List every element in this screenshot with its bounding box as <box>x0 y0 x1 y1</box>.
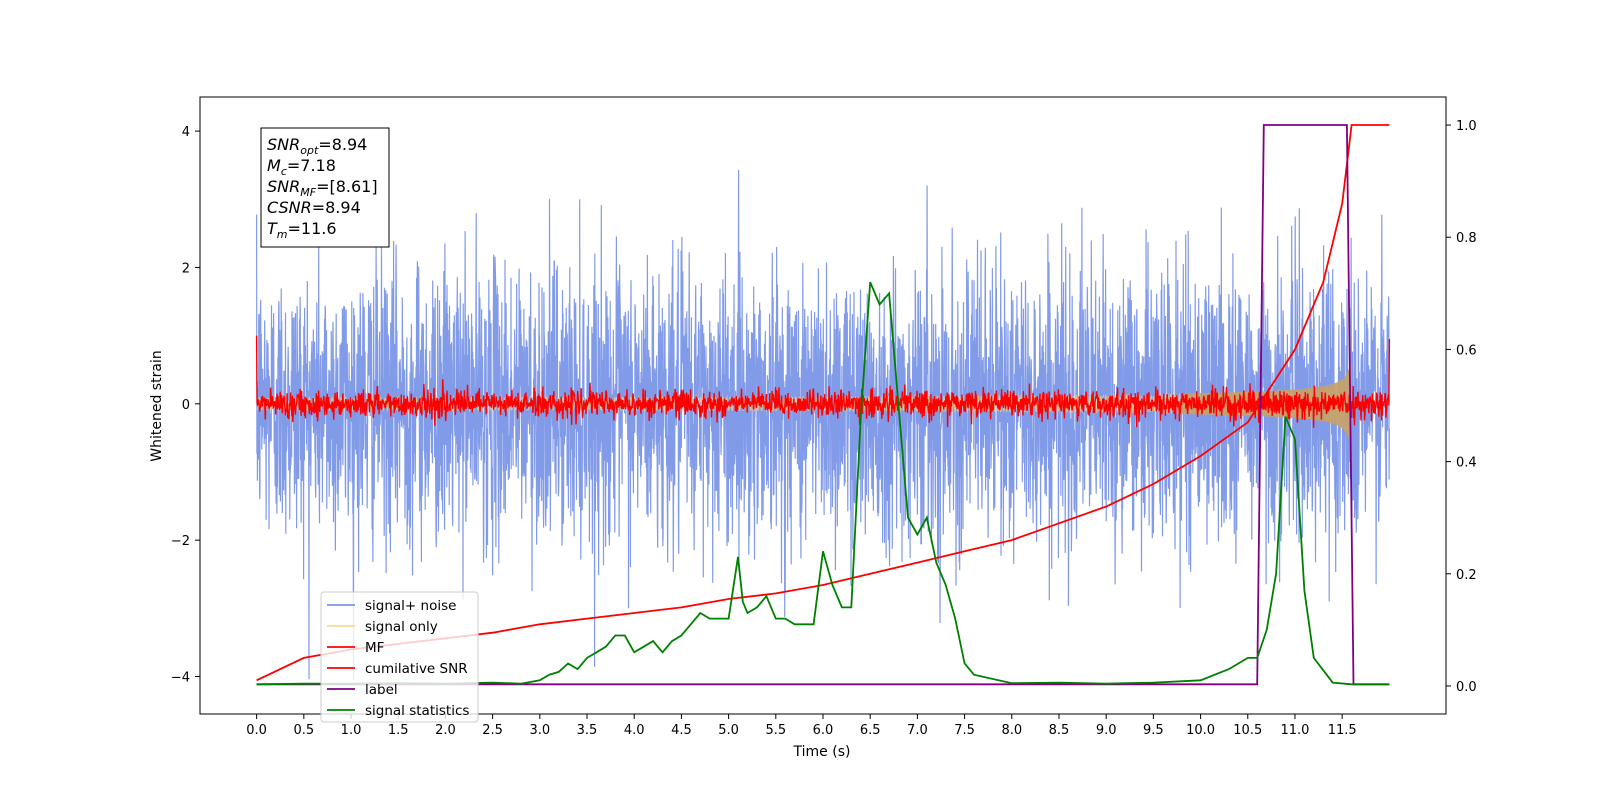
y-left-tick-label: 0 <box>182 398 190 413</box>
legend-label: signal statistics <box>365 703 469 719</box>
x-tick-label: 2.0 <box>435 723 456 738</box>
x-tick-label: 5.5 <box>765 723 786 738</box>
y-right-tick-label: 0.6 <box>1456 343 1477 358</box>
info-box-line: Mc=7.18 <box>267 156 336 178</box>
info-box-line-main: T <box>267 219 278 238</box>
legend-label: signal+ noise <box>365 598 456 614</box>
x-tick-label: 1.0 <box>341 723 362 738</box>
series-5-line <box>256 281 1390 686</box>
x-tick-label: 4.5 <box>671 723 692 738</box>
x-tick-label: 5.0 <box>718 723 739 738</box>
info-box-line-value: =8.94 <box>318 135 367 154</box>
x-tick-label: 7.0 <box>907 723 928 738</box>
y-right-tick-label: 0.4 <box>1456 456 1477 471</box>
y-left-tick-label: 2 <box>182 261 190 276</box>
info-box-line-value: =7.18 <box>287 156 336 175</box>
info-box-line-value: =11.6 <box>288 219 337 238</box>
info-box-line-main: SNR <box>267 177 300 196</box>
y-left-tick-label: 4 <box>182 125 190 140</box>
info-box-line: Tm=11.6 <box>267 219 337 241</box>
y-right-tick-label: 1.0 <box>1456 119 1477 134</box>
x-axis-label: Time (s) <box>793 744 851 760</box>
x-tick-label: 8.0 <box>1001 723 1022 738</box>
x-tick-label: 10.5 <box>1233 723 1262 738</box>
info-box-line-sub: opt <box>300 144 319 157</box>
info-box-line-main: M <box>267 156 281 175</box>
x-tick-label: 6.0 <box>813 723 834 738</box>
legend-label: MF <box>365 640 384 656</box>
info-box-line-main: SNR <box>267 135 300 154</box>
legend-label: cumilative SNR <box>365 661 468 677</box>
legend-label: label <box>365 682 398 698</box>
x-tick-label: 0.0 <box>246 723 267 738</box>
legend: signal+ noise signal only MF cumilative SNR… <box>320 591 479 723</box>
info-box-line-value: =[8.61] <box>316 177 378 196</box>
info-box-frame <box>260 127 390 248</box>
x-tick-label: 7.5 <box>954 723 975 738</box>
x-tick-label: 0.5 <box>293 723 314 738</box>
y-axis-right: 1.0 0.8 0.6 0.4 0.2 0.0 <box>1446 119 1477 695</box>
y-axis-left: 4 2 0 −2 −4 <box>171 125 200 686</box>
x-tick-label: 3.5 <box>577 723 598 738</box>
x-tick-label: 9.5 <box>1143 723 1164 738</box>
x-tick-label: 10.0 <box>1186 723 1215 738</box>
x-tick-label: 11.0 <box>1280 723 1309 738</box>
x-tick-label: 8.5 <box>1049 723 1070 738</box>
x-tick-label: 3.0 <box>529 723 550 738</box>
info-box: SNRopt=8.94Mc=7.18SNRMF=[8.61]CSNR=8.94T… <box>260 127 390 248</box>
x-tick-label: 11.5 <box>1328 723 1357 738</box>
y-left-tick-label: −2 <box>171 534 190 549</box>
series-2-line <box>255 335 1391 428</box>
info-box-line-value: =8.94 <box>312 198 361 217</box>
info-box-line-sub: c <box>281 165 287 178</box>
info-box-line-sub: m <box>277 228 288 241</box>
x-tick-label: 6.5 <box>860 723 881 738</box>
y-right-tick-label: 0.2 <box>1456 568 1477 583</box>
y-left-tick-label: −4 <box>171 671 190 686</box>
y-right-tick-label: 0.8 <box>1456 231 1477 246</box>
y-right-tick-label: 0.0 <box>1456 680 1477 695</box>
legend-frame <box>320 591 479 723</box>
x-axis: 0.0 0.5 1.0 1.5 2.0 2.5 3.0 3.5 4.0 4.5 5.0 5.5 6.0 6… <box>246 714 1357 738</box>
x-tick-label: 1.5 <box>388 723 409 738</box>
y-axis-left-label: Whitened strain <box>149 350 165 461</box>
info-box-line: SNRMF=[8.61] <box>267 177 378 199</box>
info-box-line: CSNR=8.94 <box>267 198 361 217</box>
x-tick-label: 9.0 <box>1096 723 1117 738</box>
x-tick-label: 2.5 <box>482 723 503 738</box>
x-tick-label: 4.0 <box>624 723 645 738</box>
info-box-line-sub: MF <box>300 186 316 199</box>
legend-label: signal only <box>365 619 438 635</box>
info-box-line: SNRopt=8.94 <box>267 135 367 157</box>
info-box-line-main: CSNR <box>267 198 312 217</box>
